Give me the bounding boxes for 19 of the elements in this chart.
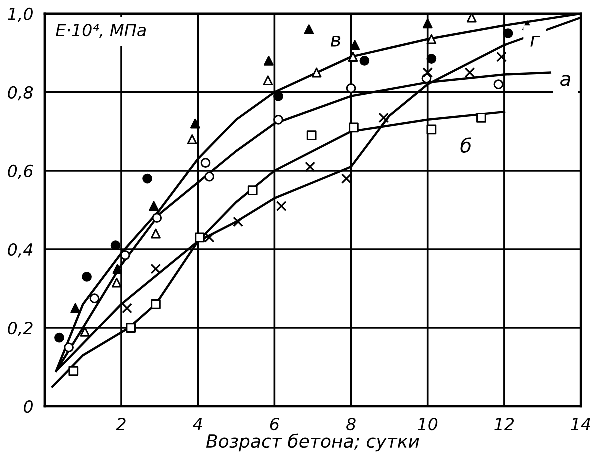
annotation: в bbox=[330, 36, 341, 47]
annotation: б bbox=[460, 138, 472, 154]
y-axis-title: E·10⁴, МПа bbox=[56, 24, 146, 38]
x-tick-label: 4 bbox=[193, 418, 202, 430]
y-tick-label: 0,8 bbox=[8, 86, 34, 101]
y-tick-label: 0 bbox=[24, 400, 33, 414]
y-tick-label: 0,4 bbox=[8, 243, 33, 258]
x-axis-title: Возраст бетона; сутки bbox=[206, 434, 420, 452]
y-tick-label: 0,6 bbox=[8, 164, 34, 180]
x-tick-label: 10 bbox=[418, 418, 438, 431]
x-tick-label: 8 bbox=[346, 418, 356, 431]
x-tick-label: 6 bbox=[270, 418, 280, 431]
annotation: а bbox=[560, 75, 570, 86]
x-tick-label: 2 bbox=[116, 418, 126, 430]
y-tick-label: 1,0 bbox=[8, 8, 33, 22]
x-tick-label: 12 bbox=[494, 418, 514, 430]
y-tick-label: 0,2 bbox=[8, 322, 33, 336]
x-tick-label: 14 bbox=[571, 418, 590, 430]
annotation: г bbox=[530, 36, 540, 47]
